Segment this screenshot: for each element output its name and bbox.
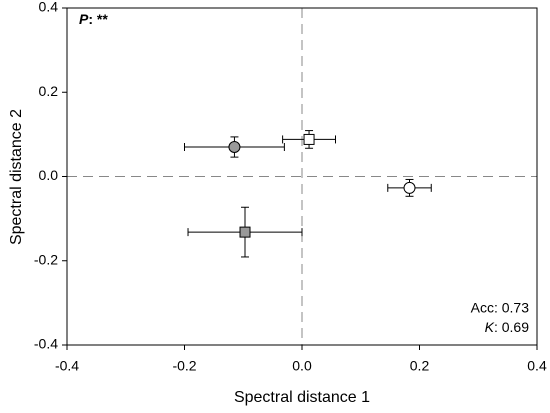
acc-annotation: Acc: 0.73 xyxy=(471,300,530,316)
point xyxy=(403,181,416,194)
p-annotation: P: ** xyxy=(79,11,108,27)
x-tick-label: 0.4 xyxy=(527,358,547,374)
point xyxy=(228,141,241,154)
p-label: P xyxy=(79,11,89,27)
x-tick-label: -0.2 xyxy=(172,358,196,374)
y-tick-label: 0.4 xyxy=(39,0,59,15)
y-tick-label: 0.2 xyxy=(39,83,59,99)
x-tick-label: 0.0 xyxy=(292,358,312,374)
k-value: : 0.69 xyxy=(494,319,529,335)
y-tick-label: -0.4 xyxy=(34,336,58,352)
y-tick-label: -0.2 xyxy=(34,251,58,267)
y-tick-label: 0.0 xyxy=(39,167,59,183)
y-axis-title: Spectral distance 2 xyxy=(8,109,25,245)
x-tick-label: 0.2 xyxy=(410,358,430,374)
k-label: K xyxy=(485,319,495,335)
point xyxy=(239,226,251,238)
point xyxy=(303,133,315,145)
k-annotation: K: 0.69 xyxy=(485,319,530,335)
p-value: : ** xyxy=(88,11,108,27)
x-axis-title: Spectral distance 1 xyxy=(234,389,370,406)
x-tick-label: -0.4 xyxy=(55,358,79,374)
